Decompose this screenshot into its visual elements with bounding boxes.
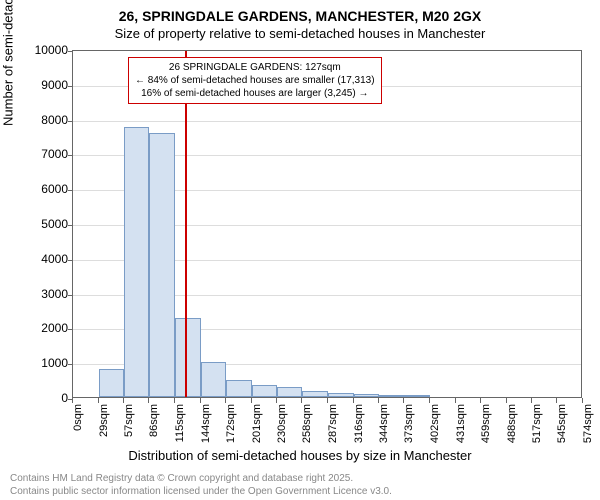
annotation-line: 26 SPRINGDALE GARDENS: 127sqm: [135, 61, 375, 74]
x-tick: [403, 398, 404, 403]
x-tick: [200, 398, 201, 403]
x-tick: [353, 398, 354, 403]
chart-subtitle: Size of property relative to semi-detach…: [0, 26, 600, 41]
histogram-bar: [328, 393, 354, 397]
y-tick-label: 8000: [18, 113, 68, 127]
y-tick: [68, 329, 73, 330]
chart-title: 26, SPRINGDALE GARDENS, MANCHESTER, M20 …: [0, 8, 600, 24]
x-tick-label: 258sqm: [301, 404, 313, 454]
histogram-bar: [149, 133, 175, 397]
x-tick: [327, 398, 328, 403]
y-tick: [68, 260, 73, 261]
annotation-line: ← 84% of semi-detached houses are smalle…: [135, 74, 375, 87]
y-tick: [68, 155, 73, 156]
y-tick-label: 2000: [18, 321, 68, 335]
x-tick: [582, 398, 583, 403]
y-tick-label: 10000: [18, 43, 68, 57]
x-tick-label: 57sqm: [123, 404, 135, 454]
histogram-bar: [404, 395, 430, 397]
x-tick-label: 402sqm: [429, 404, 441, 454]
y-tick-label: 4000: [18, 252, 68, 266]
x-tick: [556, 398, 557, 403]
y-tick: [68, 190, 73, 191]
histogram-bar: [354, 394, 379, 397]
x-tick: [225, 398, 226, 403]
x-tick: [174, 398, 175, 403]
x-tick-label: 287sqm: [327, 404, 339, 454]
y-tick-label: 9000: [18, 78, 68, 92]
x-tick-label: 0sqm: [72, 404, 84, 454]
footer-line-2: Contains public sector information licen…: [10, 485, 392, 498]
x-tick: [301, 398, 302, 403]
x-tick-label: 230sqm: [276, 404, 288, 454]
x-tick: [506, 398, 507, 403]
chart-header: 26, SPRINGDALE GARDENS, MANCHESTER, M20 …: [0, 8, 600, 41]
x-tick-label: 201sqm: [251, 404, 263, 454]
x-tick: [98, 398, 99, 403]
histogram-bar: [201, 362, 226, 397]
x-tick: [531, 398, 532, 403]
x-tick: [429, 398, 430, 403]
gridline-h: [73, 121, 581, 122]
annotation-line: 16% of semi-detached houses are larger (…: [135, 87, 375, 100]
y-tick: [68, 295, 73, 296]
y-tick-label: 5000: [18, 217, 68, 231]
x-tick-label: 373sqm: [403, 404, 415, 454]
x-tick-label: 574sqm: [582, 404, 594, 454]
x-tick-label: 431sqm: [455, 404, 467, 454]
histogram-bar: [302, 391, 328, 397]
x-tick-label: 29sqm: [98, 404, 110, 454]
histogram-bar: [124, 127, 150, 397]
x-tick: [378, 398, 379, 403]
footer-line-1: Contains HM Land Registry data © Crown c…: [10, 472, 392, 485]
annotation-box: 26 SPRINGDALE GARDENS: 127sqm← 84% of se…: [128, 57, 382, 104]
histogram-bar: [99, 369, 124, 397]
x-tick: [455, 398, 456, 403]
x-tick-label: 144sqm: [200, 404, 212, 454]
histogram-bar: [277, 387, 302, 397]
x-tick: [148, 398, 149, 403]
y-tick: [68, 121, 73, 122]
y-tick: [68, 51, 73, 52]
y-tick-label: 7000: [18, 147, 68, 161]
x-tick: [123, 398, 124, 403]
x-tick-label: 344sqm: [378, 404, 390, 454]
x-tick-label: 115sqm: [174, 404, 186, 454]
y-tick: [68, 225, 73, 226]
x-tick-label: 316sqm: [353, 404, 365, 454]
x-tick: [276, 398, 277, 403]
y-axis-title: Number of semi-detached properties: [1, 0, 16, 126]
x-tick-label: 86sqm: [148, 404, 160, 454]
histogram-bar: [175, 318, 201, 397]
histogram-bar: [252, 385, 278, 397]
x-tick-label: 488sqm: [506, 404, 518, 454]
x-tick: [251, 398, 252, 403]
x-tick: [480, 398, 481, 403]
histogram-bar: [379, 395, 405, 397]
plot-area: 26 SPRINGDALE GARDENS: 127sqm← 84% of se…: [72, 50, 582, 398]
x-tick-label: 459sqm: [480, 404, 492, 454]
histogram-bar: [226, 380, 252, 397]
y-tick: [68, 364, 73, 365]
footer-attribution: Contains HM Land Registry data © Crown c…: [10, 472, 392, 498]
x-tick-label: 517sqm: [531, 404, 543, 454]
y-tick-label: 6000: [18, 182, 68, 196]
x-tick: [72, 398, 73, 403]
x-tick-area: [72, 398, 582, 403]
y-tick-label: 1000: [18, 356, 68, 370]
y-tick-label: 0: [18, 391, 68, 405]
x-tick-label: 172sqm: [225, 404, 237, 454]
x-tick-label: 545sqm: [556, 404, 568, 454]
y-tick-label: 3000: [18, 287, 68, 301]
y-tick: [68, 86, 73, 87]
